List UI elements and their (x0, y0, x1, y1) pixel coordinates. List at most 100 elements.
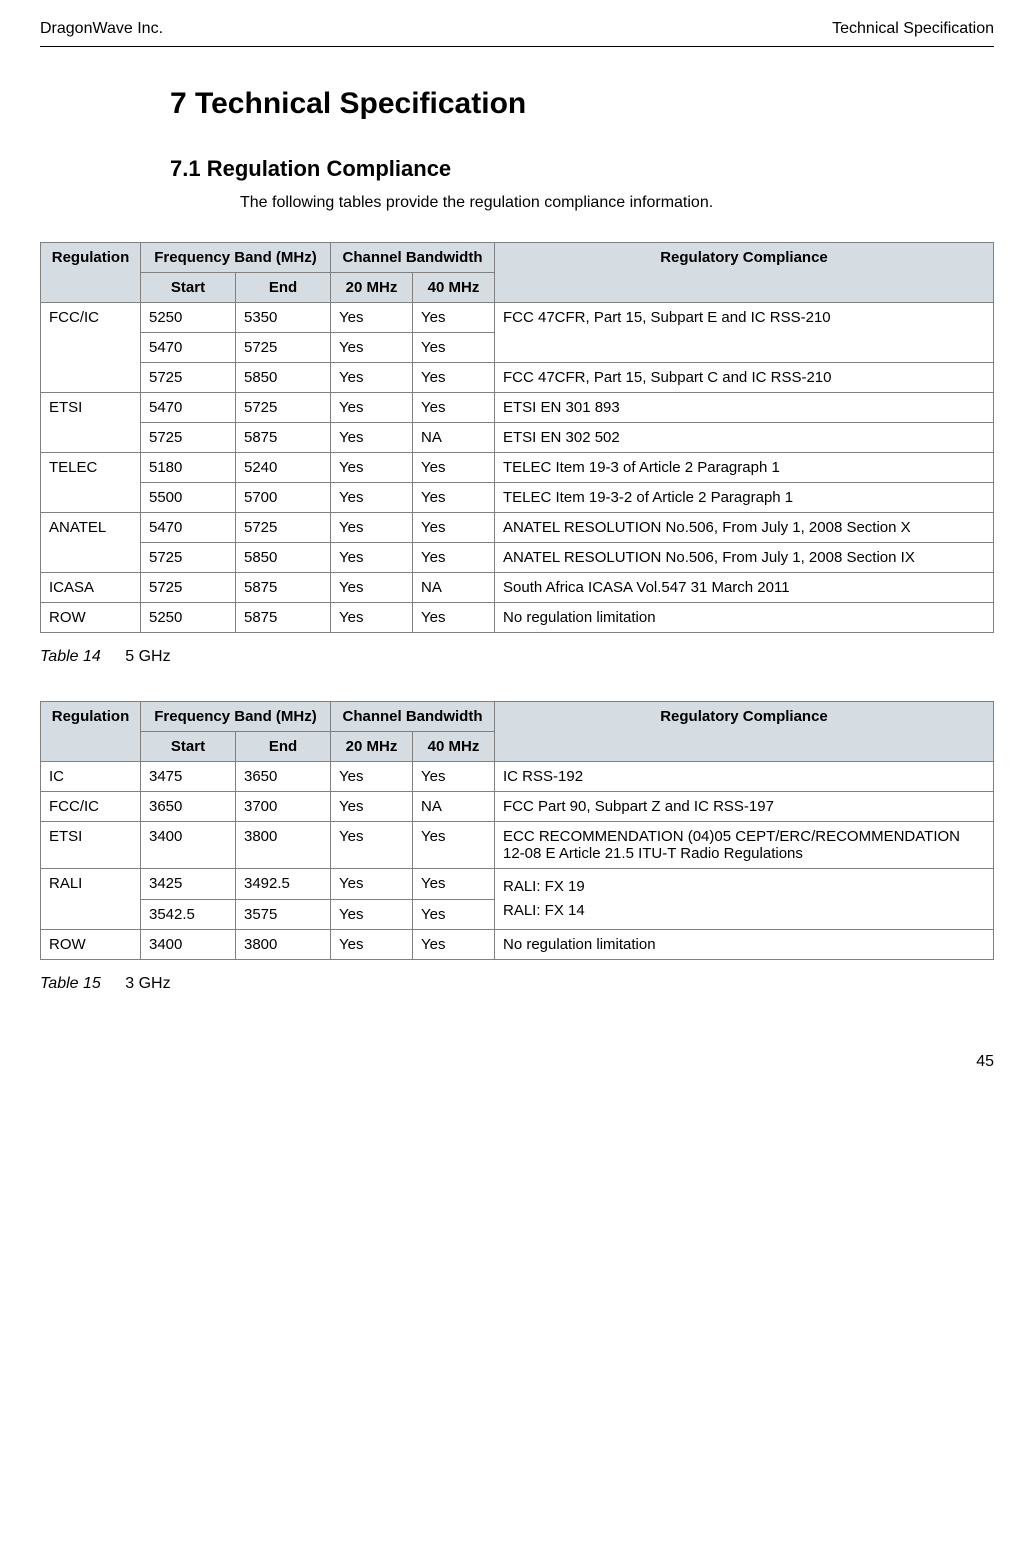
table-row: TELEC51805240YesYesTELEC Item 19-3 of Ar… (41, 453, 994, 483)
cell-40mhz: Yes (413, 869, 495, 900)
th-start: Start (141, 273, 236, 303)
cell-20mhz: Yes (331, 930, 413, 960)
cell-20mhz: Yes (331, 423, 413, 453)
header-divider (40, 46, 994, 47)
table1-caption-label: Table 14 (40, 648, 101, 665)
cell-compliance: No regulation limitation (495, 930, 994, 960)
cell-end: 5725 (236, 393, 331, 423)
cell-regulation: ROW (41, 930, 141, 960)
page-header: DragonWave Inc. Technical Specification (40, 20, 994, 38)
th-compliance: Regulatory Compliance (495, 243, 994, 303)
th-end: End (236, 273, 331, 303)
page-number: 45 (40, 1053, 994, 1071)
cell-compliance: FCC 47CFR, Part 15, Subpart C and IC RSS… (495, 363, 994, 393)
cell-start: 3400 (141, 822, 236, 869)
heading-2: 7.1 Regulation Compliance (170, 156, 994, 182)
table1-caption-text: 5 GHz (125, 648, 170, 665)
th-40mhz-2: 40 MHz (413, 732, 495, 762)
cell-regulation: RALI (41, 869, 141, 930)
table-row: ROW34003800YesYesNo regulation limitatio… (41, 930, 994, 960)
cell-40mhz: Yes (413, 930, 495, 960)
cell-compliance: FCC 47CFR, Part 15, Subpart E and IC RSS… (495, 303, 994, 363)
cell-regulation: ICASA (41, 573, 141, 603)
cell-end: 5875 (236, 603, 331, 633)
cell-start: 5725 (141, 423, 236, 453)
cell-compliance: TELEC Item 19-3 of Article 2 Paragraph 1 (495, 453, 994, 483)
cell-start: 5470 (141, 333, 236, 363)
header-right: Technical Specification (832, 20, 994, 38)
cell-compliance: ECC RECOMMENDATION (04)05 CEPT/ERC/RECOM… (495, 822, 994, 869)
table2-caption-text: 3 GHz (125, 975, 170, 992)
cell-40mhz: Yes (413, 603, 495, 633)
cell-20mhz: Yes (331, 543, 413, 573)
cell-start: 5500 (141, 483, 236, 513)
cell-end: 5850 (236, 543, 331, 573)
cell-20mhz: Yes (331, 603, 413, 633)
table-row: ROW52505875YesYesNo regulation limitatio… (41, 603, 994, 633)
table-row: IC34753650YesYesIC RSS-192 (41, 762, 994, 792)
cell-regulation: ETSI (41, 822, 141, 869)
th-20mhz: 20 MHz (331, 273, 413, 303)
cell-compliance: TELEC Item 19-3-2 of Article 2 Paragraph… (495, 483, 994, 513)
cell-start: 5470 (141, 393, 236, 423)
cell-compliance: ANATEL RESOLUTION No.506, From July 1, 2… (495, 543, 994, 573)
cell-end: 3800 (236, 822, 331, 869)
cell-20mhz: Yes (331, 453, 413, 483)
cell-end: 5350 (236, 303, 331, 333)
cell-20mhz: Yes (331, 393, 413, 423)
cell-regulation: ANATEL (41, 513, 141, 573)
table-row: ETSI34003800YesYesECC RECOMMENDATION (04… (41, 822, 994, 869)
cell-end: 5875 (236, 573, 331, 603)
table2-caption: Table 15 3 GHz (40, 975, 994, 993)
cell-20mhz: Yes (331, 899, 413, 930)
table-row: 57255875YesNAETSI EN 302 502 (41, 423, 994, 453)
cell-40mhz: Yes (413, 483, 495, 513)
th-regulation-2: Regulation (41, 702, 141, 762)
cell-40mhz: Yes (413, 333, 495, 363)
cell-40mhz: NA (413, 573, 495, 603)
cell-40mhz: NA (413, 792, 495, 822)
cell-start: 3425 (141, 869, 236, 900)
th-end-2: End (236, 732, 331, 762)
th-freqband-2: Frequency Band (MHz) (141, 702, 331, 732)
cell-end: 5850 (236, 363, 331, 393)
cell-regulation: ROW (41, 603, 141, 633)
cell-end: 3650 (236, 762, 331, 792)
cell-regulation: ETSI (41, 393, 141, 453)
table-row: FCC/IC36503700YesNAFCC Part 90, Subpart … (41, 792, 994, 822)
th-start-2: Start (141, 732, 236, 762)
cell-40mhz: NA (413, 423, 495, 453)
table-row: 57255850YesYesFCC 47CFR, Part 15, Subpar… (41, 363, 994, 393)
intro-text: The following tables provide the regulat… (240, 194, 994, 212)
cell-compliance: ANATEL RESOLUTION No.506, From July 1, 2… (495, 513, 994, 543)
table-row: ANATEL54705725YesYesANATEL RESOLUTION No… (41, 513, 994, 543)
th-regulation: Regulation (41, 243, 141, 303)
cell-start: 3650 (141, 792, 236, 822)
cell-end: 3575 (236, 899, 331, 930)
table-row: ETSI54705725YesYesETSI EN 301 893 (41, 393, 994, 423)
cell-start: 5250 (141, 603, 236, 633)
cell-start: 5725 (141, 363, 236, 393)
cell-compliance: RALI: FX 19RALI: FX 14 (495, 869, 994, 930)
table-row: FCC/IC52505350YesYesFCC 47CFR, Part 15, … (41, 303, 994, 333)
th-channelbw: Channel Bandwidth (331, 243, 495, 273)
cell-20mhz: Yes (331, 792, 413, 822)
cell-20mhz: Yes (331, 869, 413, 900)
cell-compliance: IC RSS-192 (495, 762, 994, 792)
table-row: ICASA57255875YesNASouth Africa ICASA Vol… (41, 573, 994, 603)
table-row: RALI34253492.5YesYesRALI: FX 19RALI: FX … (41, 869, 994, 900)
th-channelbw-2: Channel Bandwidth (331, 702, 495, 732)
table-3ghz: Regulation Frequency Band (MHz) Channel … (40, 701, 994, 960)
cell-40mhz: Yes (413, 513, 495, 543)
cell-start: 5180 (141, 453, 236, 483)
th-freqband: Frequency Band (MHz) (141, 243, 331, 273)
cell-end: 5700 (236, 483, 331, 513)
cell-20mhz: Yes (331, 762, 413, 792)
cell-20mhz: Yes (331, 333, 413, 363)
cell-start: 5725 (141, 573, 236, 603)
cell-20mhz: Yes (331, 483, 413, 513)
cell-40mhz: Yes (413, 899, 495, 930)
heading-1: 7 Technical Specification (170, 87, 994, 121)
cell-regulation: TELEC (41, 453, 141, 513)
cell-start: 5725 (141, 543, 236, 573)
